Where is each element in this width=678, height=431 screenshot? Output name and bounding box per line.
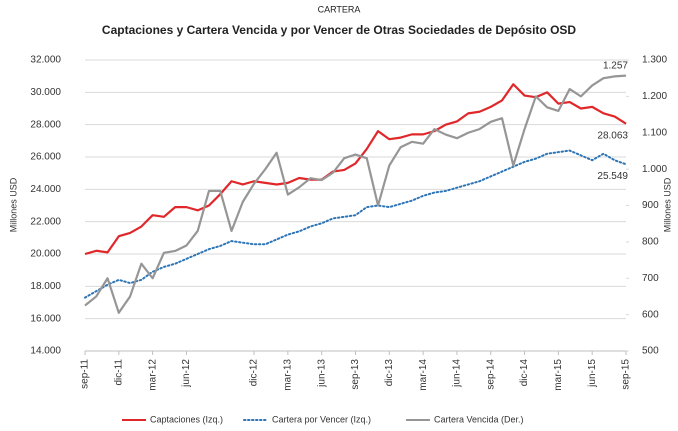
y2-tick-label: 500 [642, 346, 659, 357]
x-tick-label: sep-15 [621, 359, 632, 390]
data-label: 1.257 [603, 60, 628, 71]
series-line [84, 83, 627, 256]
y-tick-label: 30.000 [30, 87, 61, 98]
legend-label: Captaciones (Izq.) [150, 414, 223, 424]
y-tick-label: 32.000 [30, 55, 61, 66]
x-tick-label: jun-12 [181, 359, 192, 388]
y2-tick-label: 800 [642, 237, 659, 248]
y-axis-label: Millones USD [8, 177, 18, 232]
chart-supertitle: CARTERA [318, 4, 361, 14]
y2-tick-label: 1.100 [642, 127, 667, 138]
y2-tick-label: 600 [642, 309, 659, 320]
x-tick-label: mar-15 [553, 359, 564, 391]
y-tick-label: 22.000 [30, 216, 61, 227]
x-tick-label: dic-13 [384, 359, 395, 387]
x-tick-label: mar-14 [418, 359, 429, 391]
series-line [84, 149, 627, 299]
y-tick-label: 16.000 [30, 313, 61, 324]
x-tick-label: mar-12 [147, 359, 158, 391]
x-tick-label: sep-14 [485, 359, 496, 390]
y2-tick-label: 1.000 [642, 164, 667, 175]
x-tick-label: sep-11 [80, 359, 91, 389]
legend-label: Cartera Vencida (Der.) [434, 414, 524, 424]
x-tick-label: mar-13 [283, 359, 294, 391]
legend-label: Cartera por Vencer (Izq.) [272, 414, 371, 424]
x-tick-label: dic-12 [249, 359, 260, 387]
y-tick-label: 28.000 [30, 119, 61, 130]
y-tick-label: 18.000 [30, 281, 61, 292]
y2-tick-label: 1.200 [642, 91, 667, 102]
y-tick-label: 26.000 [30, 152, 61, 163]
x-tick-label: jun-13 [316, 359, 327, 388]
y2-tick-label: 700 [642, 273, 659, 284]
x-tick-label: dic-11 [113, 359, 124, 386]
y-tick-label: 20.000 [30, 249, 61, 260]
x-tick-label: dic-14 [519, 359, 530, 387]
y2-tick-label: 900 [642, 200, 659, 211]
y-tick-label: 14.000 [30, 346, 61, 357]
y2-axis-label: Millones USD [662, 177, 672, 232]
data-label: 25.549 [597, 171, 628, 182]
chart-title: Captaciones y Cartera Vencida y por Venc… [102, 23, 577, 37]
x-tick-label: sep-13 [350, 359, 361, 390]
x-tick-label: jun-15 [587, 359, 598, 388]
y2-tick-label: 1.300 [642, 55, 667, 66]
series-line [84, 74, 627, 314]
data-label: 28.063 [597, 130, 628, 141]
y-tick-label: 24.000 [30, 184, 61, 195]
x-tick-label: jun-14 [452, 359, 463, 388]
